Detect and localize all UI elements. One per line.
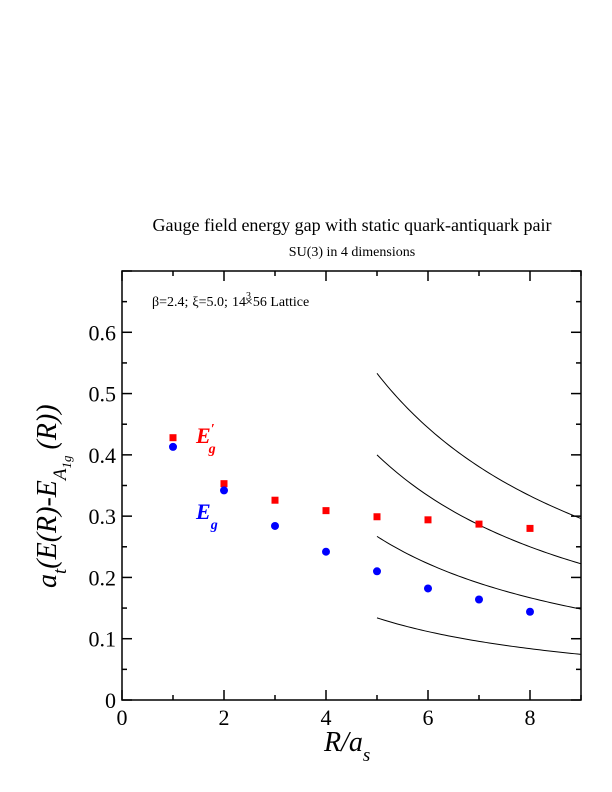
data-point-egprime xyxy=(220,480,228,488)
annotation-lattice-rest: ×56 Lattice xyxy=(245,295,309,310)
data-point-egprime xyxy=(169,434,177,442)
reference-curve xyxy=(376,373,582,519)
annotation-beta: β=2.4; xyxy=(152,295,188,310)
x-axis-label-sub: s xyxy=(363,745,370,766)
curves-layer xyxy=(376,373,582,655)
y-axis-label: at(E(R)-EA1g (R)) xyxy=(32,404,74,588)
data-point-eg xyxy=(526,607,534,616)
y-tick-label: 0.2 xyxy=(89,565,117,590)
data-point-eg xyxy=(271,521,279,530)
y-tick-label: 0.5 xyxy=(89,382,117,407)
annotation-lattice-base: 14 xyxy=(232,295,246,310)
legend-label-egprime: E′ g xyxy=(195,422,216,457)
x-tick-label: 6 xyxy=(423,705,434,730)
data-point-egprime xyxy=(424,516,432,524)
x-tick-label: 4 xyxy=(321,705,332,730)
y-tick-label: 0.4 xyxy=(89,443,117,468)
y-axis-label-tail: (R)) xyxy=(32,404,63,449)
data-point-egprime xyxy=(526,524,534,532)
annotation-lattice-exp: 3 xyxy=(246,291,251,302)
egprime-prime: ′ xyxy=(211,422,215,437)
y-axis-label-e-sub: A xyxy=(50,468,71,482)
lattice-annotation: β=2.4; ξ=5.0; 143×56 Lattice xyxy=(152,291,309,310)
reference-curve xyxy=(376,617,582,655)
y-axis-label-e-subsub: 1g xyxy=(59,455,74,469)
y-axis-label-a-sub: t xyxy=(50,568,71,574)
data-point-egprime xyxy=(475,520,483,528)
y-axis-label-group: at(E(R)-EA1g (R)) xyxy=(32,404,74,588)
data-point-eg xyxy=(475,595,483,604)
legend-label-eg: Eg xyxy=(195,499,218,533)
x-axis-label: R/as xyxy=(323,727,370,766)
egprime-sub: g xyxy=(208,442,216,457)
x-tick-label: 2 xyxy=(219,705,230,730)
reference-curve xyxy=(376,454,582,565)
data-point-eg xyxy=(322,547,330,556)
y-tick-label: 0.1 xyxy=(89,627,117,652)
data-point-eg xyxy=(424,584,432,593)
data-point-egprime xyxy=(373,513,381,521)
data-point-eg xyxy=(373,567,381,576)
y-tick-label: 0 xyxy=(105,688,116,713)
points-layer xyxy=(169,434,534,616)
data-point-egprime xyxy=(271,496,279,504)
chart-title: Gauge field energy gap with static quark… xyxy=(152,215,551,235)
annotation-xi: ξ=5.0; xyxy=(192,295,228,310)
reference-curve xyxy=(376,535,582,610)
data-point-eg xyxy=(220,486,228,495)
x-tick-label: 0 xyxy=(117,705,128,730)
data-point-eg xyxy=(169,442,177,451)
x-axis-label-main: R/a xyxy=(323,727,363,758)
y-tick-label: 0.3 xyxy=(89,504,117,529)
eg-sub: g xyxy=(210,518,218,533)
chart-subtitle: SU(3) in 4 dimensions xyxy=(289,245,415,260)
eg-main: E xyxy=(195,499,211,524)
x-tick-label: 8 xyxy=(525,705,536,730)
plot-frame xyxy=(121,270,582,701)
y-axis-label-a: a xyxy=(32,574,63,588)
ticks-layer: 0 2 4 6 8 0 0.1 0.2 0.3 0.4 0.5 0.6 xyxy=(89,270,582,730)
egprime-main: E xyxy=(195,423,211,448)
data-point-egprime xyxy=(322,507,330,515)
y-tick-label: 0.6 xyxy=(89,320,117,345)
y-axis-label-body: (E(R)-E xyxy=(32,480,63,569)
